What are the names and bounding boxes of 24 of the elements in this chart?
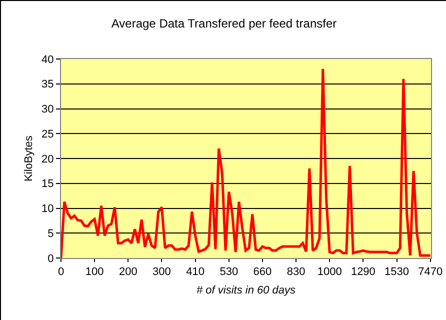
chart-title: Average Data Transfered per feed transfer (111, 16, 337, 31)
x-tick-label: 660 (253, 266, 272, 278)
x-tick-label: 200 (118, 266, 138, 278)
x-tick-label: 100 (85, 266, 104, 278)
y-tick-label: 20 (42, 153, 54, 166)
x-tick-label: 1530 (384, 266, 409, 278)
x-tick-label: 1290 (350, 266, 376, 278)
x-tick-label: 300 (152, 266, 171, 278)
x-tick-label: 410 (186, 266, 204, 278)
y-tick-label: 5 (48, 228, 54, 240)
x-tick-label: 530 (220, 266, 238, 278)
y-tick-label: 0 (48, 252, 54, 265)
y-tick-label: 30 (42, 104, 54, 116)
y-axis-title: KiloBytes (23, 135, 36, 182)
y-tick-label: 15 (42, 178, 54, 190)
y-tick-label: 25 (42, 128, 54, 140)
y-tick-label: 40 (42, 54, 54, 66)
x-tick-label: 7470 (418, 266, 443, 278)
x-axis-title: # of visits in 60 days (196, 284, 296, 296)
x-tick-label: 0 (58, 266, 64, 278)
x-tick-label: 830 (286, 266, 306, 278)
y-tick-label: 35 (42, 78, 54, 91)
x-tick-label: 1000 (317, 266, 342, 278)
y-tick-label: 10 (42, 203, 54, 216)
